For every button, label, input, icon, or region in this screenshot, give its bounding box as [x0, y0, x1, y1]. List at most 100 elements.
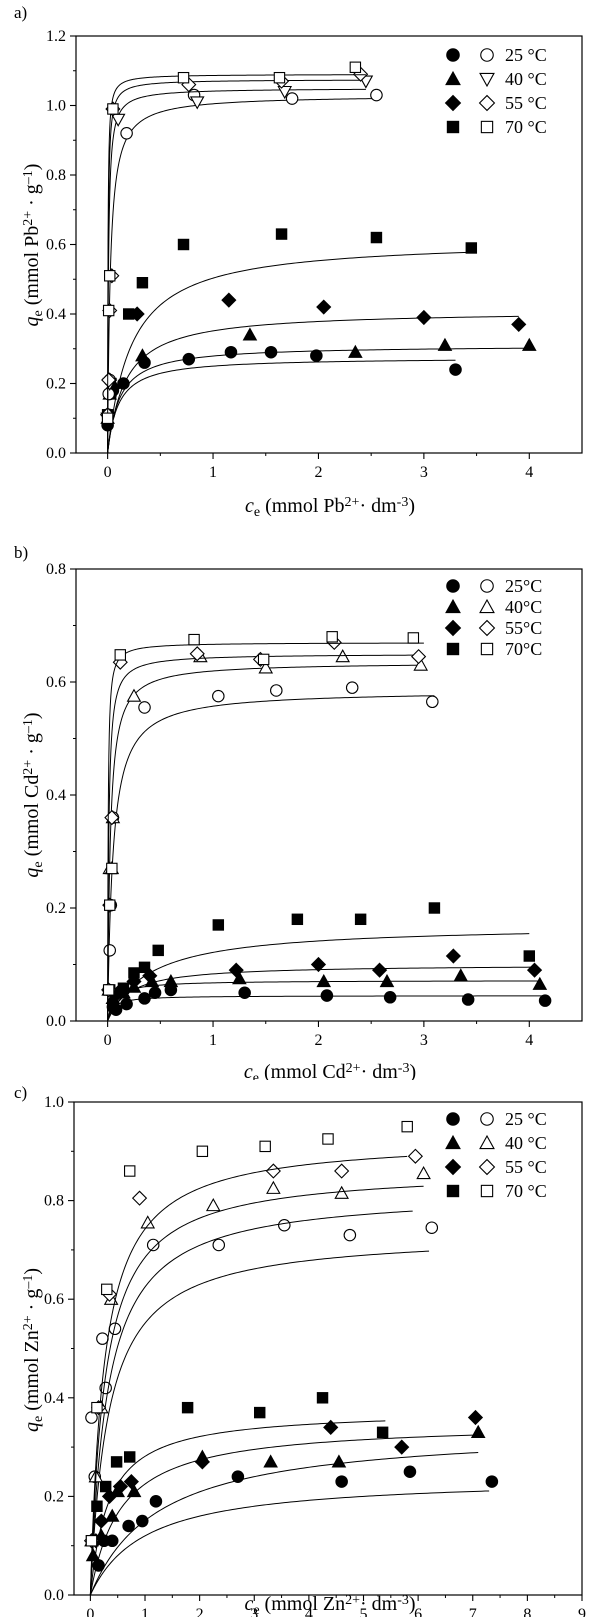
data-point [107, 103, 119, 115]
legend-marker-filled [446, 1184, 460, 1198]
fit-curve [107, 98, 377, 454]
x-tick-label: 0 [104, 1032, 112, 1049]
data-point [270, 684, 283, 697]
data-point [538, 994, 552, 1007]
data-point [428, 902, 441, 914]
series-4 [101, 228, 478, 454]
data-point [511, 316, 527, 333]
legend-marker-open [480, 120, 494, 134]
series-5 [85, 1218, 439, 1596]
x-tick-label: 8 [523, 1606, 531, 1617]
data-point [449, 363, 462, 376]
fit-curve [107, 995, 546, 1022]
data-point [194, 1454, 210, 1470]
legend-label: 55 °C [505, 93, 547, 113]
legend-label: 25°C [505, 576, 542, 596]
data-point [123, 1451, 136, 1463]
legend-marker-filled [446, 1112, 460, 1126]
x-tick-label: 0 [104, 464, 112, 481]
y-tick-label: 0.4 [44, 1390, 64, 1407]
data-point [120, 127, 133, 140]
series-1 [89, 1465, 499, 1596]
data-point [257, 653, 270, 666]
data-point [407, 1148, 423, 1164]
x-tick-label: 4 [525, 1032, 533, 1049]
data-point [138, 992, 151, 1005]
y-tick-label: 0.0 [44, 1587, 64, 1604]
legend: 25 °C 40 °C 55 °C 70 °C [444, 1109, 547, 1201]
x-tick-label: 3 [250, 1606, 258, 1617]
chart-panel-b: b) 0 1 2 3 4 0.0 0.2 0.4 0.6 0.8 ce (mmol Cd2+· dm-… [14, 543, 583, 1080]
data-point [189, 646, 205, 662]
fit-curve [89, 1451, 479, 1596]
data-point [91, 1401, 103, 1414]
fit-curve [107, 695, 435, 1022]
data-point [123, 1165, 136, 1177]
data-point [310, 956, 327, 973]
y-tick-label: 0.6 [46, 237, 66, 254]
fit-curve [107, 251, 472, 454]
legend-label: 55°C [505, 618, 542, 638]
data-point [326, 631, 338, 643]
legend-marker-open [479, 1134, 495, 1150]
data-point [265, 1163, 281, 1179]
data-point [224, 345, 238, 359]
y-tick-label: 0.4 [46, 306, 66, 323]
data-point [110, 113, 126, 127]
data-point [238, 986, 251, 1000]
data-point [354, 913, 367, 926]
fit-curve [107, 642, 424, 1022]
y-tick-label: 1.0 [46, 98, 66, 115]
legend-marker-filled [446, 120, 460, 134]
data-point [461, 993, 475, 1006]
x-tick-label: 1 [209, 464, 217, 481]
chart-panel-a: a) 0 1 2 3 4 0.0 0.2 0.4 0.6 0.8 1.0 1.2 ce (mmol Pb2… [14, 3, 583, 520]
data-point [189, 96, 205, 110]
legend: 25 °C 40 °C 55 °C 70 °C [444, 45, 547, 137]
data-point [445, 948, 461, 964]
legend-marker-filled [445, 70, 461, 86]
data-point [120, 997, 133, 1011]
data-point [259, 1140, 271, 1153]
y-tick-label: 0.0 [46, 445, 66, 462]
x-axis-label: ce (mmol Pb2+· dm-3) [245, 495, 415, 520]
data-point [102, 304, 115, 317]
x-axis-label: ce (mmol Zn2+· dm-3) [244, 1593, 415, 1617]
data-point [407, 632, 420, 644]
data-point [152, 944, 164, 957]
y-tick-label: 0.8 [44, 1193, 64, 1210]
data-point [263, 1454, 278, 1468]
data-point [149, 1495, 163, 1508]
data-point [379, 973, 395, 988]
data-point [316, 1392, 329, 1404]
data-point [485, 1475, 499, 1488]
series-8 [85, 1120, 413, 1596]
data-point [343, 1228, 357, 1242]
data-point [349, 61, 362, 73]
fit-curve [107, 74, 366, 454]
data-point [291, 913, 304, 926]
data-point [122, 1519, 135, 1533]
data-point [104, 270, 116, 282]
x-tick-label: 7 [469, 1606, 477, 1617]
legend: 25°C40°C55°C70°C [444, 576, 542, 659]
data-point [401, 1120, 413, 1133]
data-point [148, 986, 162, 1000]
panel-label: b) [14, 543, 28, 562]
data-point [403, 1465, 417, 1479]
data-point [85, 1411, 98, 1424]
series-2 [100, 327, 537, 454]
data-point [413, 657, 429, 671]
data-point [85, 1535, 98, 1547]
x-tick-label: 1 [209, 1032, 217, 1049]
data-point [376, 1426, 389, 1439]
legend-marker-filled [445, 1134, 461, 1150]
y-axis-label: qe (mmol Cd2+ · g–1) [21, 712, 46, 877]
legend-marker-filled [445, 598, 461, 614]
x-tick-label: 0 [86, 1606, 94, 1617]
data-point [110, 1456, 123, 1468]
legend-marker-filled [444, 94, 462, 112]
data-point [266, 1180, 281, 1194]
legend-marker-open [480, 579, 494, 593]
data-point [96, 1332, 109, 1345]
